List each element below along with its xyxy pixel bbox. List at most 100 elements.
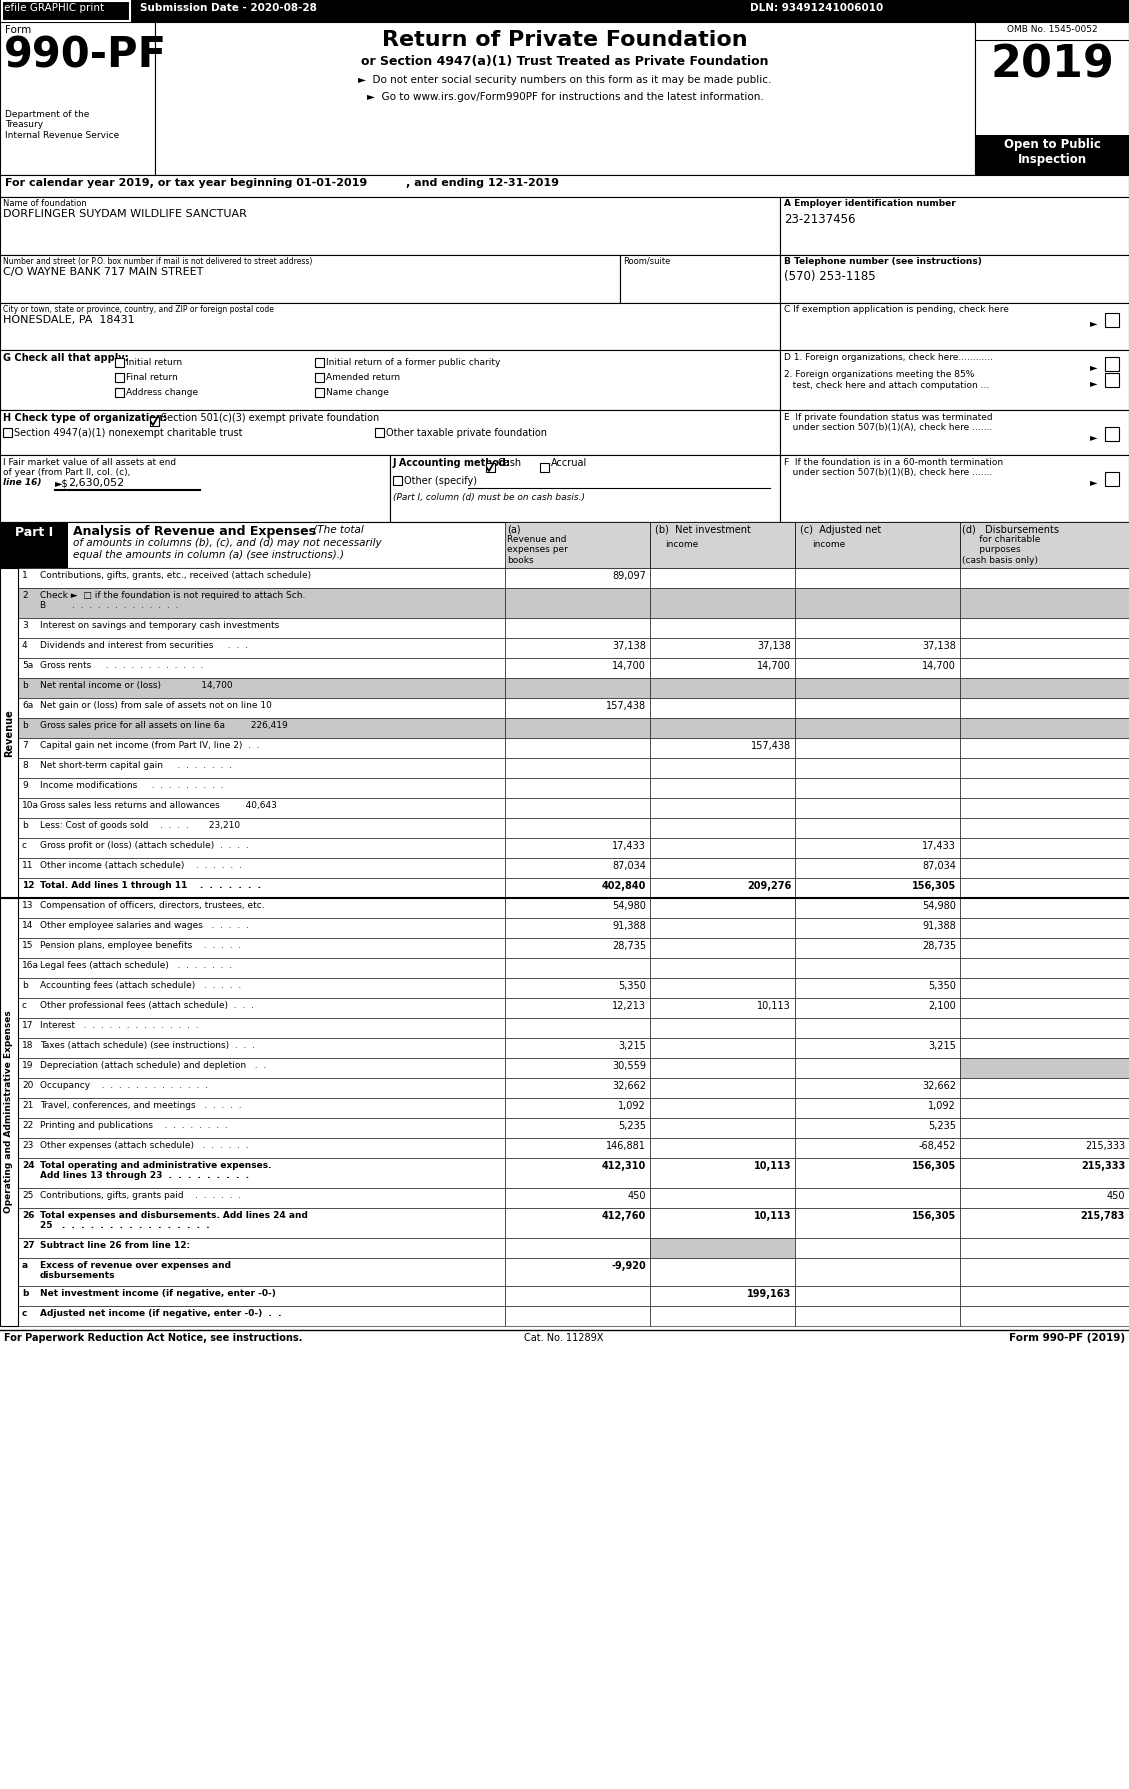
Bar (960, 1286, 1129, 1306)
Bar (315, 372, 324, 383)
Bar (960, 998, 1129, 1018)
Bar (960, 1238, 1129, 1258)
Text: 54,980: 54,980 (612, 902, 646, 911)
Text: 28,735: 28,735 (922, 941, 956, 952)
Text: b: b (21, 980, 28, 989)
Bar (795, 658, 960, 678)
Text: (d)   Disbursements: (d) Disbursements (962, 524, 1059, 535)
Text: of year (from Part II, col. (c),: of year (from Part II, col. (c), (3, 469, 130, 478)
Bar (650, 658, 795, 678)
Bar (960, 617, 1129, 639)
Bar (18, 937, 505, 957)
Text: 23-2137456: 23-2137456 (784, 213, 856, 225)
Bar (505, 1118, 650, 1138)
Text: Cash: Cash (497, 458, 522, 469)
Text: Gross sales less returns and allowances         40,643: Gross sales less returns and allowances … (40, 801, 277, 810)
Text: Return of Private Foundation: Return of Private Foundation (383, 30, 747, 50)
Text: 2: 2 (21, 590, 27, 599)
Bar (650, 1018, 795, 1038)
Bar (505, 1238, 650, 1258)
Bar (18, 1306, 505, 1326)
Text: Subtract line 26 from line 12:: Subtract line 26 from line 12: (40, 1242, 190, 1251)
Bar (18, 1188, 505, 1208)
Bar (18, 837, 505, 859)
Bar (505, 658, 650, 678)
Text: Printing and publications    .  .  .  .  .  .  .  .: Printing and publications . . . . . . . … (40, 1122, 228, 1131)
Text: test, check here and attach computation ...: test, check here and attach computation … (784, 381, 989, 390)
Text: Analysis of Revenue and Expenses: Analysis of Revenue and Expenses (73, 524, 316, 538)
Bar (795, 617, 960, 639)
Text: Accounting fees (attach schedule)   .  .  .  .  .: Accounting fees (attach schedule) . . . … (40, 980, 242, 989)
Text: Department of the
Treasury
Internal Revenue Service: Department of the Treasury Internal Reve… (5, 109, 120, 140)
Bar (960, 1018, 1129, 1038)
Bar (795, 589, 960, 617)
Bar (0, 21, 155, 175)
Bar (795, 957, 960, 979)
Text: ►  Do not enter social security numbers on this form as it may be made public.: ► Do not enter social security numbers o… (358, 75, 772, 86)
Bar (505, 818, 650, 837)
Text: Legal fees (attach schedule)   .  .  .  .  .  .  .: Legal fees (attach schedule) . . . . . .… (40, 961, 233, 970)
Bar (780, 410, 1129, 454)
Bar (505, 617, 650, 639)
Bar (0, 21, 1129, 175)
Text: Address change: Address change (126, 388, 198, 397)
Bar (0, 302, 780, 351)
Bar (650, 818, 795, 837)
Bar (505, 522, 650, 567)
Bar (18, 1018, 505, 1038)
Text: (The total: (The total (310, 524, 364, 535)
Bar (960, 739, 1129, 759)
Bar (960, 798, 1129, 818)
Text: Other professional fees (attach schedule)  .  .  .: Other professional fees (attach schedule… (40, 1002, 254, 1011)
Text: ►: ► (1089, 318, 1097, 327)
Text: (b)  Net investment: (b) Net investment (655, 524, 751, 535)
Bar (505, 918, 650, 937)
Text: Initial return: Initial return (126, 358, 182, 367)
Bar (650, 1258, 795, 1286)
Text: Final return: Final return (126, 372, 177, 383)
Text: 156,305: 156,305 (912, 1211, 956, 1222)
Text: equal the amounts in column (a) (see instructions).): equal the amounts in column (a) (see ins… (73, 549, 344, 560)
Bar (18, 698, 505, 717)
Text: 91,388: 91,388 (922, 921, 956, 930)
Bar (505, 1038, 650, 1057)
Text: Contributions, gifts, grants paid    .  .  .  .  .  .: Contributions, gifts, grants paid . . . … (40, 1191, 242, 1200)
Bar (650, 1157, 795, 1188)
Bar (0, 410, 780, 454)
Text: Other expenses (attach schedule)   .  .  .  .  .  .: Other expenses (attach schedule) . . . .… (40, 1141, 248, 1150)
Bar (375, 428, 384, 437)
Bar (18, 1038, 505, 1057)
Text: Net rental income or (loss)              14,700: Net rental income or (loss) 14,700 (40, 682, 233, 691)
Text: a: a (21, 1261, 28, 1270)
Bar (795, 717, 960, 739)
Bar (795, 1138, 960, 1157)
Bar (795, 1188, 960, 1208)
Bar (960, 589, 1129, 617)
Bar (650, 998, 795, 1018)
Bar (1105, 358, 1119, 370)
Bar (650, 567, 795, 589)
Bar (18, 1079, 505, 1098)
Text: income: income (665, 540, 698, 549)
Bar (540, 463, 549, 472)
Text: 450: 450 (628, 1191, 646, 1200)
Text: Amended return: Amended return (326, 372, 400, 383)
Bar (505, 859, 650, 878)
Text: Total operating and administrative expenses.: Total operating and administrative expen… (40, 1161, 271, 1170)
Text: 7: 7 (21, 741, 28, 750)
Text: (c)  Adjusted net: (c) Adjusted net (800, 524, 882, 535)
Bar (960, 678, 1129, 698)
Text: 10,113: 10,113 (758, 1002, 791, 1011)
Bar (0, 522, 1129, 567)
Text: 8: 8 (21, 760, 28, 769)
Bar (18, 1258, 505, 1286)
Bar (795, 567, 960, 589)
Bar (315, 358, 324, 367)
Bar (650, 678, 795, 698)
Text: b: b (21, 721, 28, 730)
Bar (960, 759, 1129, 778)
Bar (18, 778, 505, 798)
Text: 4: 4 (21, 640, 27, 649)
Text: 28,735: 28,735 (612, 941, 646, 952)
Text: Excess of revenue over expenses and: Excess of revenue over expenses and (40, 1261, 231, 1270)
